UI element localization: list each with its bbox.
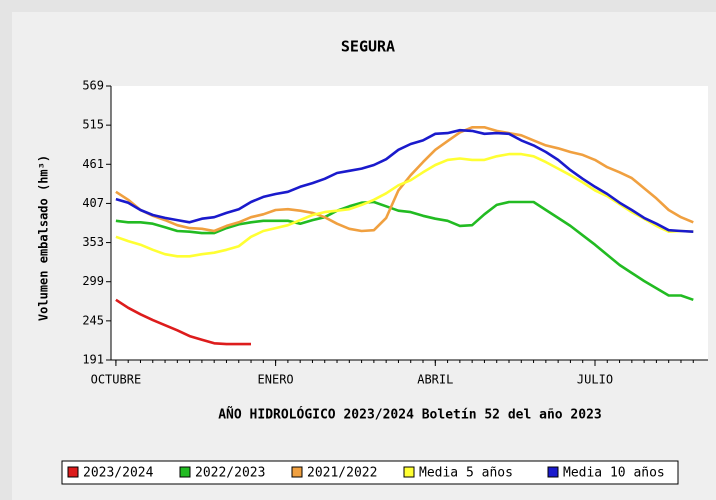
y-tick-label: 407 — [82, 196, 104, 210]
chart-title: SEGURA — [341, 38, 395, 56]
legend-label: 2022/2023 — [195, 466, 265, 481]
y-tick-label: 191 — [82, 353, 104, 367]
x-tick-label: OCTUBRE — [91, 373, 142, 387]
y-tick-label: 299 — [82, 274, 104, 288]
x-tick-label: ENERO — [258, 373, 294, 387]
legend — [61, 460, 679, 485]
series-line — [115, 200, 694, 302]
y-tick-label: 515 — [82, 118, 104, 132]
legend-swatch — [291, 466, 303, 478]
legend-label: Media 10 años — [563, 466, 665, 481]
legend-swatch — [67, 466, 79, 478]
legend-label: 2021/2022 — [307, 466, 377, 481]
series-line — [115, 152, 694, 258]
y-tick-label: 245 — [82, 313, 104, 327]
series-line — [115, 298, 251, 346]
legend-label: Media 5 años — [419, 466, 513, 481]
x-axis-label: AÑO HIDROLÓGICO 2023/2024 Boletín 52 del… — [218, 407, 602, 423]
y-tick-label: 353 — [82, 235, 104, 249]
y-axis-label: Volumen embalsado (hm³) — [37, 155, 51, 321]
series-line — [115, 128, 694, 233]
legend-label: 2023/2024 — [83, 466, 154, 481]
y-tick-label: 569 — [82, 79, 104, 93]
legend-swatch — [403, 466, 415, 478]
legend-swatch — [179, 466, 191, 478]
x-tick-label: JULIO — [577, 373, 613, 387]
legend-swatch — [547, 466, 559, 478]
x-tick-label: ABRIL — [417, 373, 453, 387]
plot-area — [111, 86, 708, 360]
y-tick-label: 461 — [82, 157, 104, 171]
